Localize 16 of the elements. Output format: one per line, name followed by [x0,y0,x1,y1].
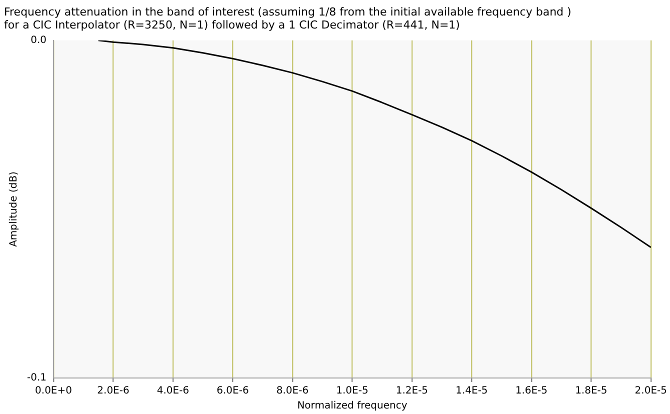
x-tick-label: 6.0E-6 [216,386,249,397]
x-tick-label: 8.0E-6 [276,386,309,397]
x-tick-label: 1.8E-5 [575,386,608,397]
x-tick-label: 1.0E-5 [336,386,368,397]
x-axis-title: Normalized frequency [297,400,408,412]
x-tick-label: 1.4E-5 [456,386,488,397]
chart-title: Frequency attenuation in the band of interest (assuming 1/8 from the initial available frequency band ) for a CIC Interpolator (R=3250, N=1) followed by a 1 CIC Decimator (R=441, N=1) [4,5,572,32]
x-tick-label: 2.0E-5 [634,386,668,397]
x-tick-label: 4.0E-6 [156,386,190,397]
x-tick-label: 0.0E+0 [35,386,72,397]
y-axis-title: Amplitude (dB) [8,171,20,247]
x-tick-label: 2.0E-6 [97,386,130,397]
y-tick-label: 0.0 [30,34,47,46]
x-tick-label: 1.6E-5 [515,386,548,397]
x-tick-label: 1.2E-5 [396,386,428,397]
y-tick-label: -0.1 [26,372,47,384]
